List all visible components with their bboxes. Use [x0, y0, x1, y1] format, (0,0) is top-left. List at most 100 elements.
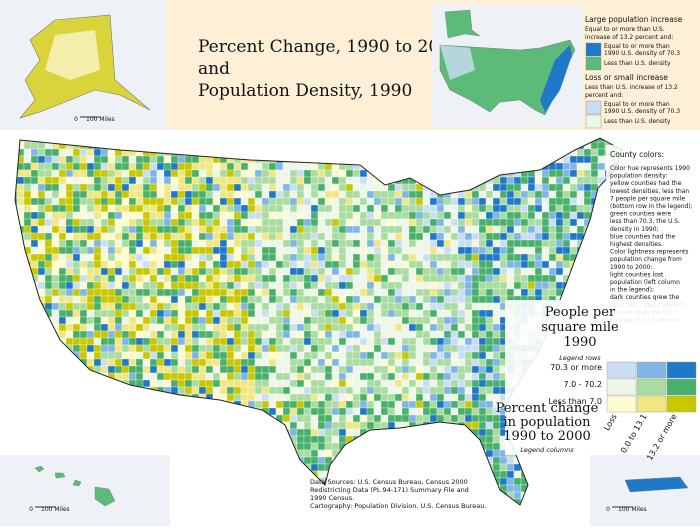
- county-cell: [576, 484, 585, 493]
- county-cell: [254, 365, 263, 374]
- county-cell: [394, 344, 403, 353]
- county-cell: [170, 274, 179, 283]
- county-cell: [170, 183, 179, 192]
- county-cell: [93, 302, 102, 311]
- county-cell: [149, 169, 158, 178]
- county-cell: [345, 281, 354, 290]
- county-cell: [247, 211, 256, 220]
- county-cell: [177, 204, 186, 213]
- county-cell: [51, 138, 60, 143]
- county-cell: [289, 211, 298, 220]
- county-cell: [233, 281, 242, 290]
- county-cell: [79, 344, 88, 353]
- county-cell: [254, 260, 263, 269]
- county-cell: [380, 449, 389, 458]
- county-cell: [212, 253, 221, 262]
- county-cell: [506, 176, 515, 185]
- county-cell: [289, 204, 298, 213]
- county-cell: [100, 232, 109, 241]
- county-cell: [149, 239, 158, 248]
- county-cell: [226, 484, 235, 493]
- county-cell: [268, 379, 277, 388]
- county-cell: [107, 204, 116, 213]
- county-cell: [394, 295, 403, 304]
- county-cell: [457, 421, 466, 430]
- county-cell: [276, 506, 283, 513]
- county-cell: [373, 470, 382, 479]
- county-cell: [142, 435, 151, 444]
- county-cell: [422, 463, 431, 472]
- county-cell: [135, 421, 144, 430]
- county-cell: [163, 260, 172, 269]
- county-cell: [401, 148, 410, 157]
- county-cell: [513, 246, 522, 255]
- county-cell: [128, 218, 137, 227]
- county-cell: [380, 288, 389, 297]
- county-cell: [359, 281, 368, 290]
- county-cell: [58, 351, 67, 360]
- county-cell: [30, 337, 39, 346]
- county-cell: [464, 218, 473, 227]
- county-cell: [527, 288, 536, 297]
- county-cell: [254, 138, 263, 143]
- county-cell: [471, 400, 480, 409]
- county-cell: [590, 239, 599, 248]
- county-cell: [401, 414, 410, 423]
- county-cell: [331, 176, 340, 185]
- county-cell: [331, 267, 340, 276]
- county-cell: [93, 162, 102, 171]
- county-cell: [114, 295, 123, 304]
- county-cell: [457, 295, 466, 304]
- county-cell: [156, 295, 165, 304]
- county-cell: [464, 239, 473, 248]
- county-cell: [471, 449, 480, 458]
- county-cell: [380, 239, 389, 248]
- county-cell: [401, 400, 410, 409]
- change-title: Percent change: [496, 401, 599, 416]
- county-cell: [562, 498, 571, 505]
- county-cell: [527, 239, 536, 248]
- county-cell: [170, 435, 179, 444]
- county-cell: [296, 414, 305, 423]
- county-cell: [534, 484, 543, 493]
- county-cell: [289, 421, 298, 430]
- county-cell: [240, 204, 249, 213]
- county-cell: [443, 211, 452, 220]
- county-cell: [275, 456, 284, 465]
- county-cell: [576, 470, 585, 479]
- county-cell: [394, 204, 403, 213]
- county-cell: [359, 365, 368, 374]
- county-cell: [387, 344, 396, 353]
- county-cell: [198, 141, 207, 150]
- county-cell: [282, 407, 291, 416]
- county-cell: [450, 456, 459, 465]
- county-cell: [261, 204, 270, 213]
- county-cell: [436, 204, 445, 213]
- county-cell: [184, 295, 193, 304]
- county-cell: [37, 351, 46, 360]
- county-cell: [289, 176, 298, 185]
- county-cell: [191, 421, 200, 430]
- county-cell: [359, 141, 368, 150]
- county-cell: [485, 428, 494, 437]
- county-cell: [527, 260, 536, 269]
- county-cell: [380, 267, 389, 276]
- county-cell: [205, 351, 214, 360]
- county-cell: [541, 470, 550, 479]
- county-cell: [527, 232, 536, 241]
- county-cell: [310, 260, 319, 269]
- county-cell: [303, 253, 312, 262]
- county-cell: [457, 211, 466, 220]
- county-cell: [443, 197, 452, 206]
- county-cell: [149, 183, 158, 192]
- county-cell: [86, 204, 95, 213]
- county-cell: [65, 246, 74, 255]
- county-cell: [23, 407, 32, 416]
- county-cell: [366, 141, 375, 150]
- county-cell: [163, 162, 172, 171]
- county-cell: [324, 435, 333, 444]
- county-cell: [86, 414, 95, 423]
- county-cell: [205, 260, 214, 269]
- county-cell: [485, 477, 494, 486]
- county-cell: [471, 148, 480, 157]
